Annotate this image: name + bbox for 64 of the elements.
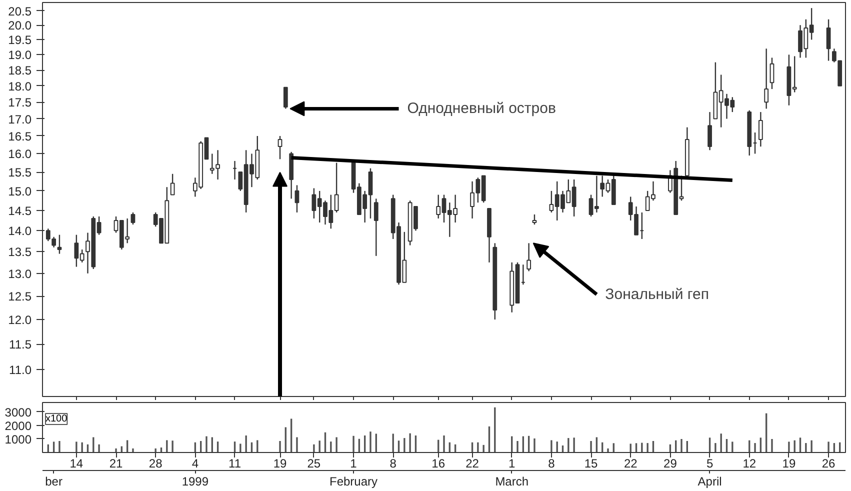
- candlestick: [170, 173, 175, 196]
- x-tick-label: 14: [70, 456, 84, 470]
- x-tick-label: 19: [273, 456, 288, 470]
- candlestick: [283, 86, 288, 110]
- candlestick: [758, 111, 763, 148]
- y-tick-label: 1000: [4, 432, 32, 446]
- y-tick-label: 13.0: [8, 266, 32, 281]
- y-tick-label: 16.0: [8, 147, 32, 162]
- y-tick-label: 15.0: [8, 184, 32, 198]
- candlestick: [708, 111, 712, 151]
- y-tick-label: 11.5: [9, 338, 32, 352]
- y-tick-label: 19.0: [8, 48, 32, 62]
- candlestick: [130, 212, 136, 226]
- annotation: Однодневный остров: [407, 100, 556, 118]
- y-tick-label: 17.0: [8, 112, 32, 126]
- y-tick-label: 13.5: [8, 245, 32, 260]
- y-tick-label: 12.5: [8, 290, 32, 304]
- x2-tick-label: March: [495, 474, 529, 488]
- candlestick: [374, 198, 378, 257]
- x-tick-label: 25: [307, 456, 321, 470]
- candlestick: [526, 242, 532, 272]
- x-tick-label: 12: [742, 456, 756, 470]
- y-tick-label: 15.5: [8, 166, 32, 180]
- x-tick-label: 1: [350, 456, 358, 470]
- y-tick-label: 16.5: [8, 129, 32, 144]
- annotation: Зональный геп: [605, 286, 709, 303]
- x2-tick-label: 1999: [182, 474, 209, 488]
- x-tick-label: 19: [782, 456, 796, 470]
- y-tick-label: 20.5: [8, 4, 32, 18]
- y-tick-label: 3000: [4, 405, 32, 420]
- y-tick-label: 18.5: [8, 64, 32, 78]
- y-tick-label: 12.0: [8, 313, 32, 328]
- x-tick-label: 5: [706, 456, 714, 470]
- candlestick: [294, 184, 300, 214]
- y-tick-label: 2000: [4, 418, 32, 433]
- x-tick-label: 8: [548, 456, 556, 470]
- x-tick-label: 11: [228, 456, 242, 470]
- candlestick: [278, 135, 282, 160]
- x-tick-label: 4: [192, 456, 199, 470]
- y-tick-label: 17.5: [8, 96, 32, 110]
- y-tick-label: 14.0: [8, 224, 32, 238]
- x-tick-label: 8: [390, 456, 397, 470]
- x-tick-label: 28: [148, 456, 163, 470]
- y-tick-label: 19.5: [8, 33, 32, 48]
- y-tick-label: 20.0: [8, 18, 32, 33]
- x-tick-label: 16: [432, 456, 446, 470]
- y-tick-label: 18.0: [8, 79, 32, 94]
- x-tick-label: 21: [109, 456, 124, 470]
- x-tick-label: 29: [664, 456, 678, 470]
- candlestick: [764, 48, 769, 110]
- x-tick-label: 1: [508, 456, 516, 470]
- y-tick-label: 14.5: [8, 204, 32, 218]
- x-tick-label: 22: [466, 456, 480, 470]
- candlestick: [826, 18, 831, 62]
- x-tick-label: 22: [624, 456, 638, 470]
- candlestick: [532, 214, 537, 226]
- x2-tick-label: April: [698, 474, 722, 488]
- x2-tick-label: ber: [45, 474, 62, 488]
- x-tick-label: 15: [584, 456, 598, 470]
- y-tick-label: 11.0: [9, 363, 32, 378]
- candlestick: [770, 57, 774, 90]
- candlestick: [57, 234, 62, 254]
- x-tick-label: 26: [822, 456, 836, 470]
- x2-tick-label: February: [330, 474, 378, 488]
